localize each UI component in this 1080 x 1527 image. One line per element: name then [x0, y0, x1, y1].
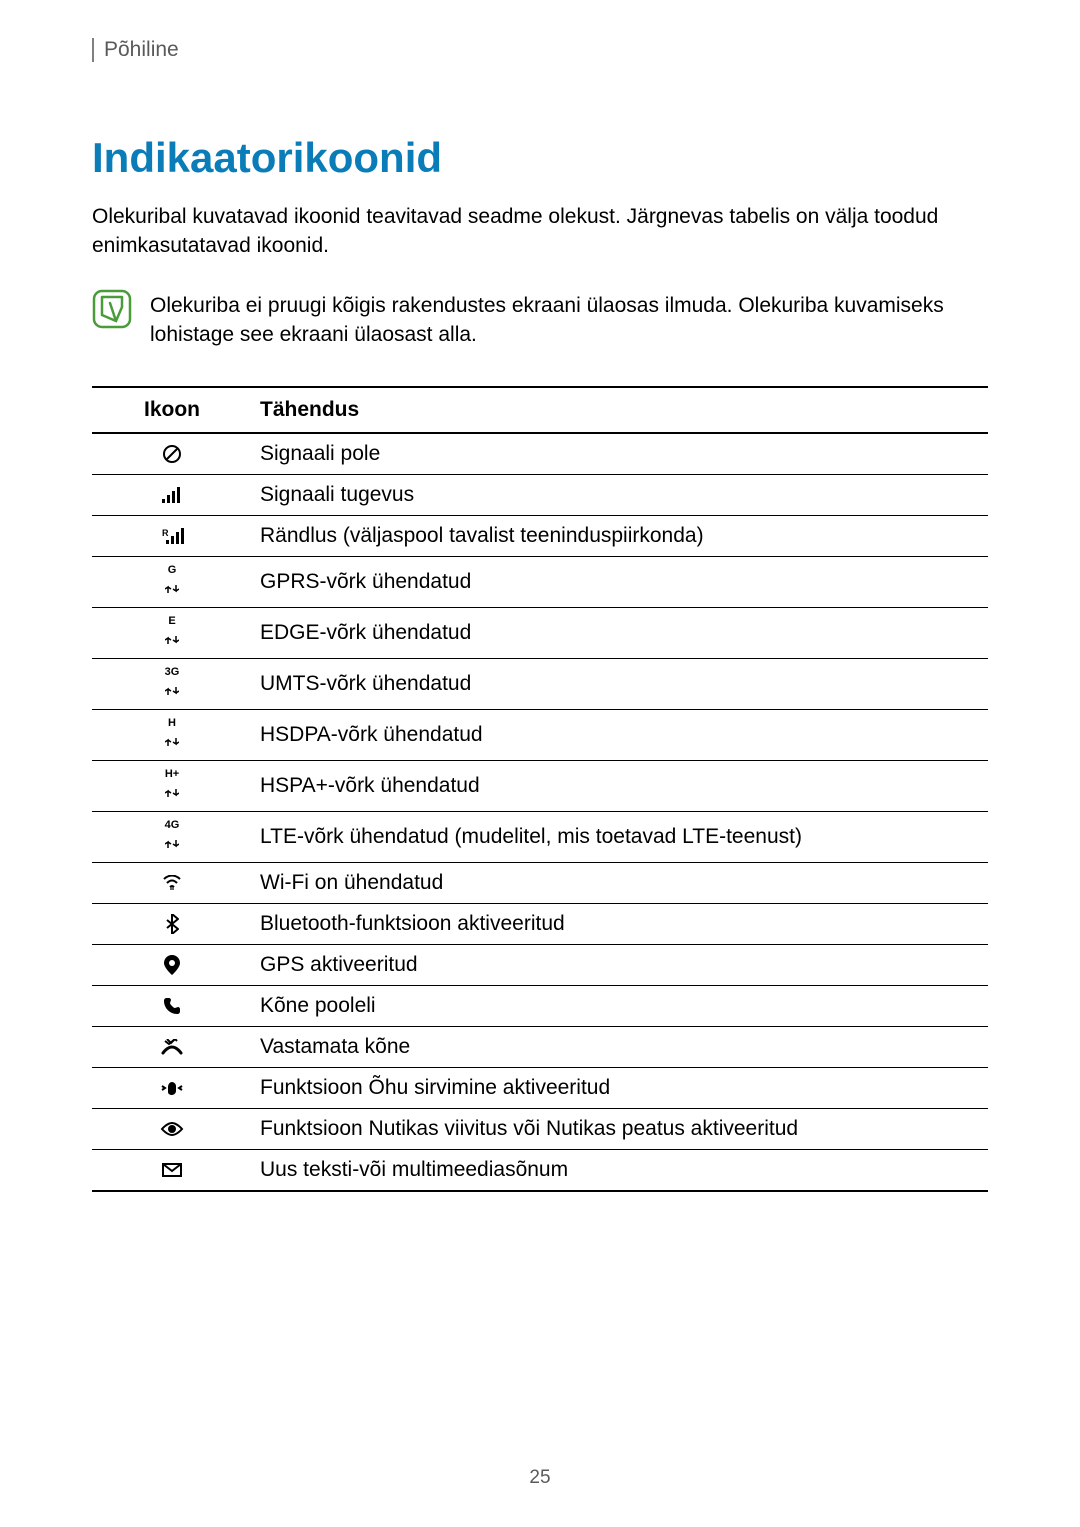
no-signal-icon [92, 433, 252, 475]
row-meaning: Funktsioon Õhu sirvimine aktiveeritud [252, 1067, 988, 1108]
wifi-icon [92, 862, 252, 903]
page-title: Indikaatorikoonid [92, 134, 988, 182]
smart-stay-icon [92, 1108, 252, 1149]
table-row: Funktsioon Nutikas viivitus või Nutikas … [92, 1108, 988, 1149]
intro-paragraph: Olekuribal kuvatavad ikoonid teavitavad … [92, 202, 988, 261]
table-row: Uus teksti-või multimeediasõnum [92, 1149, 988, 1191]
row-meaning: Rändlus (väljaspool tavalist teeninduspi… [252, 515, 988, 556]
net-icon: 3G [92, 658, 252, 709]
table-row: EEDGE-võrk ühendatud [92, 607, 988, 658]
row-meaning: HSPA+-võrk ühendatud [252, 760, 988, 811]
table-row: H+HSPA+-võrk ühendatud [92, 760, 988, 811]
row-meaning: GPRS-võrk ühendatud [252, 556, 988, 607]
table-row: Wi-Fi on ühendatud [92, 862, 988, 903]
table-row: Kõne pooleli [92, 985, 988, 1026]
note-block: Olekuriba ei pruugi kõigis rakendustes e… [92, 289, 988, 350]
row-meaning: Bluetooth-funktsioon aktiveeritud [252, 903, 988, 944]
table-row: Bluetooth-funktsioon aktiveeritud [92, 903, 988, 944]
row-meaning: LTE-võrk ühendatud (mudelitel, mis toeta… [252, 811, 988, 862]
note-icon [92, 289, 132, 329]
note-text: Olekuriba ei pruugi kõigis rakendustes e… [150, 289, 988, 350]
header-text: Põhiline [104, 38, 179, 61]
page-number: 25 [0, 1467, 1080, 1489]
row-meaning: GPS aktiveeritud [252, 944, 988, 985]
net-icon: E [92, 607, 252, 658]
table-row: HHSDPA-võrk ühendatud [92, 709, 988, 760]
row-meaning: Kõne pooleli [252, 985, 988, 1026]
bluetooth-icon [92, 903, 252, 944]
page-header: Põhiline [92, 38, 988, 62]
table-row: Funktsioon Õhu sirvimine aktiveeritud [92, 1067, 988, 1108]
table-row: 3GUMTS-võrk ühendatud [92, 658, 988, 709]
row-meaning: UMTS-võrk ühendatud [252, 658, 988, 709]
table-row: R Rändlus (väljaspool tavalist teenindusp… [92, 515, 988, 556]
row-meaning: Funktsioon Nutikas viivitus või Nutikas … [252, 1108, 988, 1149]
net-icon: 4G [92, 811, 252, 862]
table-row: Signaali tugevus [92, 474, 988, 515]
table-row: GGPRS-võrk ühendatud [92, 556, 988, 607]
call-icon [92, 985, 252, 1026]
table-row: 4GLTE-võrk ühendatud (mudelitel, mis toe… [92, 811, 988, 862]
message-icon [92, 1149, 252, 1191]
roaming-icon: R [92, 515, 252, 556]
svg-text:R: R [162, 528, 169, 538]
row-meaning: Wi-Fi on ühendatud [252, 862, 988, 903]
table-header-row: Ikoon Tähendus [92, 387, 988, 433]
table-row: Signaali pole [92, 433, 988, 475]
row-meaning: HSDPA-võrk ühendatud [252, 709, 988, 760]
col-header-meaning: Tähendus [252, 387, 988, 433]
net-icon: G [92, 556, 252, 607]
table-row: GPS aktiveeritud [92, 944, 988, 985]
signal-icon [92, 474, 252, 515]
row-meaning: Signaali pole [252, 433, 988, 475]
row-meaning: Vastamata kõne [252, 1026, 988, 1067]
table-row: Vastamata kõne [92, 1026, 988, 1067]
missed-call-icon [92, 1026, 252, 1067]
net-icon: H+ [92, 760, 252, 811]
net-icon: H [92, 709, 252, 760]
row-meaning: Uus teksti-või multimeediasõnum [252, 1149, 988, 1191]
col-header-icon: Ikoon [92, 387, 252, 433]
row-meaning: EDGE-võrk ühendatud [252, 607, 988, 658]
icons-table: Ikoon Tähendus Signaali poleSignaali tug… [92, 386, 988, 1192]
air-browse-icon [92, 1067, 252, 1108]
row-meaning: Signaali tugevus [252, 474, 988, 515]
gps-icon [92, 944, 252, 985]
